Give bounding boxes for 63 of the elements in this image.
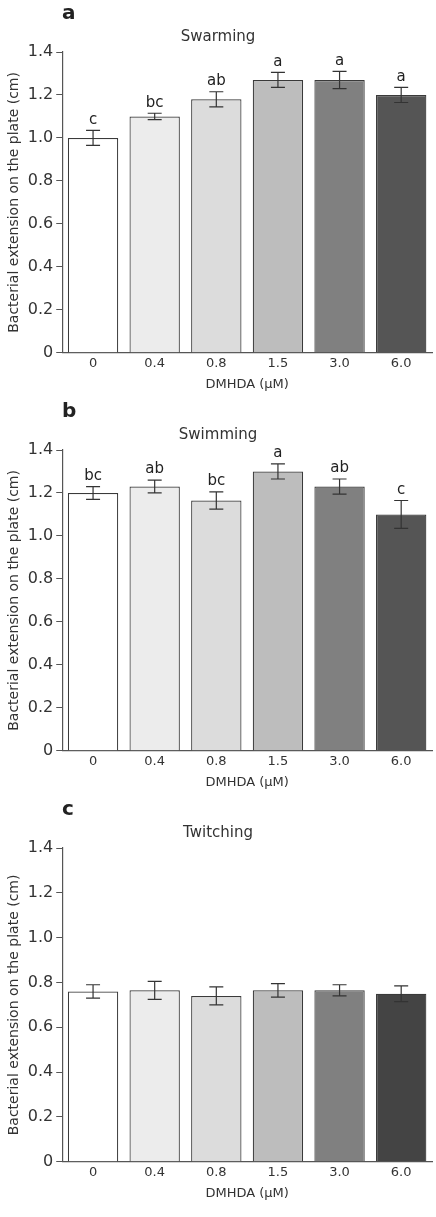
y-tick-label: 1.2 — [27, 881, 54, 901]
y-axis-title: Bacterial extension on the plate (cm) — [5, 72, 22, 333]
y-axis-title: Bacterial extension on the plate (cm) — [5, 470, 22, 731]
annotation: bc — [145, 92, 164, 111]
y-tick-label: 0.6 — [27, 1016, 54, 1036]
y-tick-label: 0.4 — [27, 256, 54, 276]
y-tick-label: 0.8 — [27, 568, 54, 588]
y-tick-label: 1.2 — [27, 482, 54, 502]
y-axis-title: Bacterial extension on the plate (cm) — [5, 874, 22, 1136]
chart-title: Twitching — [182, 822, 253, 841]
y-tick-label: 1.4 — [27, 837, 54, 857]
y-tick-label: 1.2 — [27, 84, 54, 104]
y-tick-label: 1.4 — [27, 439, 54, 459]
x-axis-title: DMHDA (μM) — [205, 1184, 289, 1200]
y-tick-label: 0.4 — [27, 1061, 54, 1081]
annotation: ab — [330, 458, 349, 477]
y-tick-label: 0.6 — [27, 611, 54, 631]
x-axis-title: DMHDA (μM) — [205, 375, 289, 391]
y-tick-label: 0.6 — [27, 213, 54, 233]
annotation: a — [396, 66, 406, 85]
x-tick-label: 3.0 — [329, 1163, 350, 1179]
x-tick-label: 0.4 — [144, 752, 166, 768]
x-tick-label: 0 — [88, 752, 98, 768]
y-tick-label: 1.4 — [27, 41, 54, 61]
y-tick-label: 1.0 — [27, 926, 54, 946]
y-tick-label: 0.2 — [27, 298, 54, 318]
x-tick-label: 1.5 — [267, 1163, 289, 1179]
x-tick-label: 0.4 — [144, 1163, 166, 1179]
chart-title: Swarming — [180, 26, 256, 45]
x-tick-label: 6.0 — [390, 1163, 412, 1179]
y-tick-label: 0.4 — [27, 654, 54, 674]
y-tick-label: 0.8 — [27, 170, 54, 190]
annotation: ab — [145, 459, 165, 478]
y-tick-label: 0.2 — [27, 696, 54, 716]
annotation: c — [88, 109, 98, 128]
x-tick-label: 1.5 — [267, 354, 289, 370]
x-tick-label: 3.0 — [329, 752, 350, 768]
annotation: bc — [207, 471, 226, 490]
x-axis-title: DMHDA (μM) — [205, 773, 289, 789]
annotation: bc — [84, 465, 102, 484]
text: c — [62, 796, 74, 821]
text: a — [62, 0, 76, 25]
y-tick-label: 1.0 — [27, 525, 54, 545]
annotation: a — [334, 50, 345, 69]
x-tick-label: 0.8 — [205, 1163, 227, 1179]
y-tick-label: 0.8 — [27, 971, 54, 991]
annotation: a — [273, 443, 283, 462]
x-tick-label: 3.0 — [329, 354, 350, 370]
x-tick-label: 0.4 — [144, 354, 166, 370]
annotation: c — [397, 479, 406, 498]
x-tick-label: 6.0 — [390, 752, 412, 768]
x-tick-label: 0.8 — [205, 752, 227, 768]
annotation: ab — [206, 71, 226, 90]
x-tick-label: 0 — [88, 354, 98, 370]
x-tick-label: 1.5 — [267, 752, 289, 768]
text: b — [62, 398, 77, 423]
chart-title: Swimming — [178, 424, 258, 443]
x-tick-label: 0 — [88, 1163, 98, 1179]
annotation: a — [273, 51, 283, 70]
y-tick-label: 0.2 — [27, 1106, 54, 1126]
x-tick-label: 0.8 — [205, 354, 227, 370]
y-tick-label: 1.0 — [27, 127, 54, 147]
x-tick-label: 6.0 — [390, 354, 412, 370]
